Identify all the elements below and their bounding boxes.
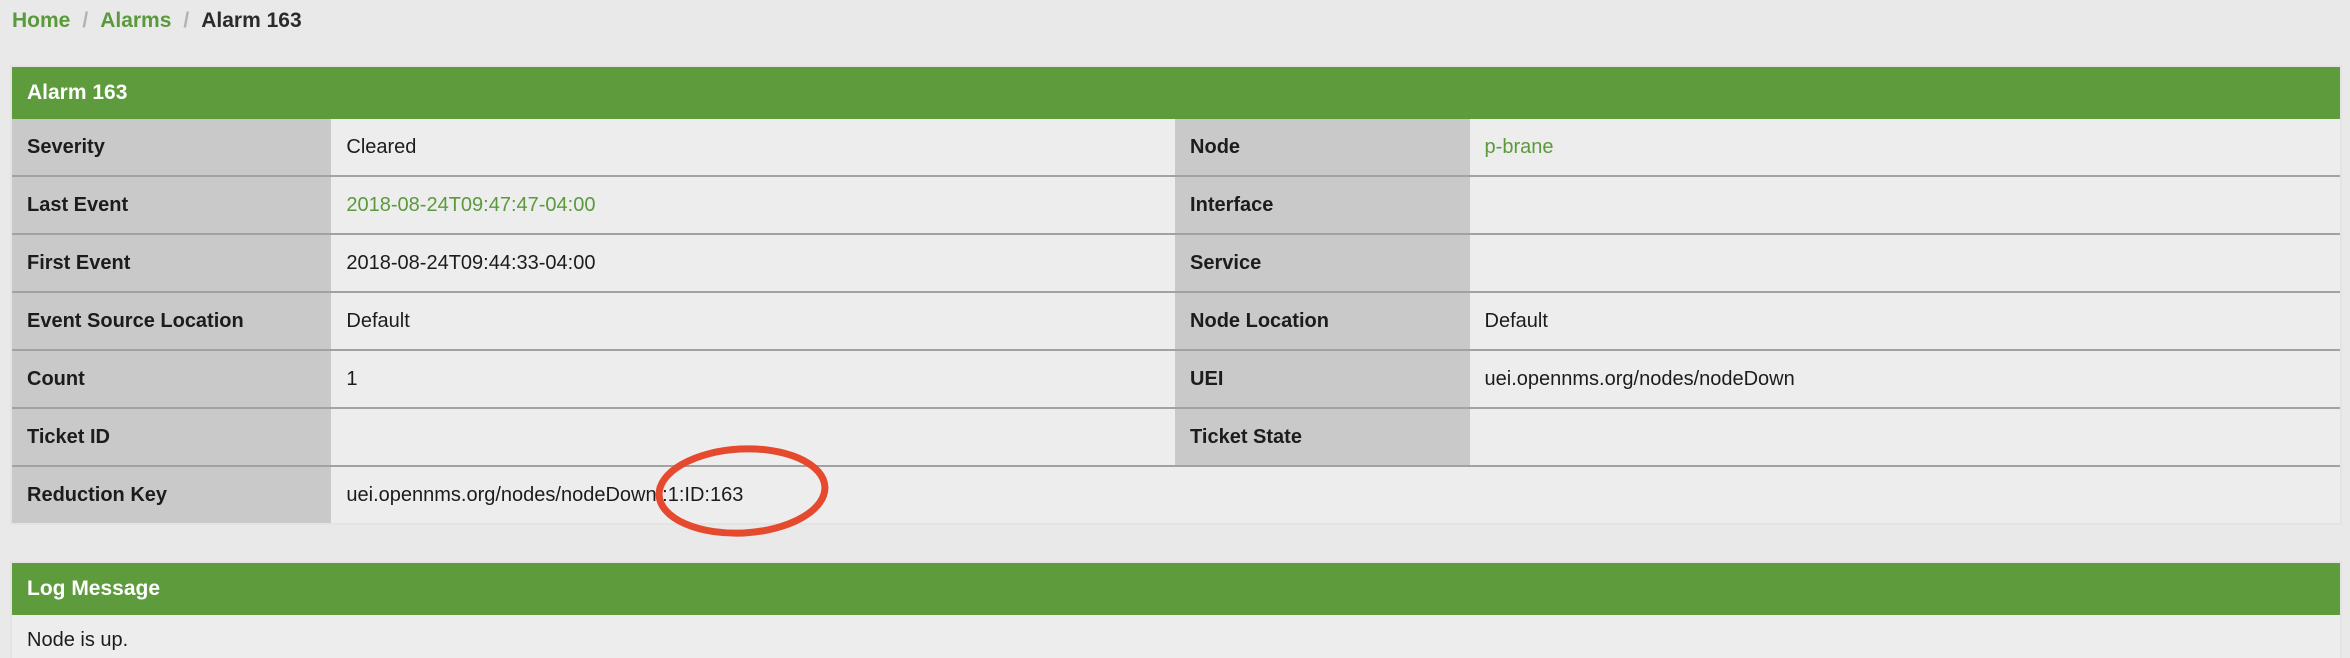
last-event-link[interactable]: 2018-08-24T09:47:47-04:00	[346, 193, 596, 216]
breadcrumb-separator: /	[183, 9, 190, 32]
table-row-ticketid-ticketstate: Ticket ID Ticket State	[12, 408, 2340, 467]
node-value-cell: p-brane	[1469, 119, 2340, 177]
ticket-state-label: Ticket State	[1175, 408, 1470, 467]
alarm-detail-table: Severity Cleared Node p-brane Last Event…	[12, 119, 2340, 537]
table-row-severity-node: Severity Cleared Node p-brane	[12, 119, 2340, 177]
table-row-lastevent-interface: Last Event 2018-08-24T09:47:47-04:00 Int…	[12, 176, 2340, 235]
table-row-eventsource-nodelocation: Event Source Location Default Node Locat…	[12, 292, 2340, 351]
count-label: Count	[12, 350, 332, 409]
ticket-state-value	[1469, 408, 2340, 467]
log-message-panel: Log Message Node is up.	[10, 561, 2342, 658]
reduction-key-label: Reduction Key	[12, 466, 332, 523]
log-message-panel-title: Log Message	[12, 563, 2340, 615]
last-event-value-cell: 2018-08-24T09:47:47-04:00	[331, 176, 1176, 235]
alarm-detail-panel: Alarm 163 Severity Cleared Node p-brane …	[10, 65, 2342, 537]
breadcrumb: Home / Alarms / Alarm 163	[10, 0, 2342, 65]
service-label: Service	[1175, 234, 1470, 293]
event-source-location-value: Default	[331, 292, 1176, 351]
uei-value: uei.opennms.org/nodes/nodeDown	[1469, 350, 2340, 409]
table-row-count-uei: Count 1 UEI uei.opennms.org/nodes/nodeDo…	[12, 350, 2340, 409]
severity-label: Severity	[12, 119, 332, 177]
first-event-label: First Event	[12, 234, 332, 293]
breadcrumb-link-alarms[interactable]: Alarms	[100, 9, 172, 32]
table-row-firstevent-service: First Event 2018-08-24T09:44:33-04:00 Se…	[12, 234, 2340, 293]
interface-value	[1469, 176, 2340, 235]
severity-value: Cleared	[331, 119, 1176, 177]
event-source-location-label: Event Source Location	[12, 292, 332, 351]
log-message-text: Node is up.	[27, 629, 129, 651]
first-event-value: 2018-08-24T09:44:33-04:00	[331, 234, 1176, 293]
breadcrumb-current-page: Alarm 163	[201, 9, 302, 32]
reduction-key-value-cell: uei.opennms.org/nodes/nodeDown::1:ID:163	[331, 445, 2340, 537]
node-location-label: Node Location	[1175, 292, 1470, 351]
node-label: Node	[1175, 119, 1470, 177]
node-location-value: Default	[1469, 292, 2340, 351]
node-link[interactable]: p-brane	[1484, 135, 1554, 158]
uei-label: UEI	[1175, 350, 1470, 409]
ticket-id-label: Ticket ID	[12, 408, 332, 467]
breadcrumb-link-home[interactable]: Home	[12, 9, 71, 32]
table-row-reduction-key: Reduction Key uei.opennms.org/nodes/node…	[12, 445, 2340, 537]
interface-label: Interface	[1175, 176, 1470, 235]
alarm-panel-title: Alarm 163	[12, 67, 2340, 119]
breadcrumb-separator: /	[82, 9, 89, 32]
service-value	[1469, 234, 2340, 293]
reduction-key-value: uei.opennms.org/nodes/nodeDown::1:ID:163	[346, 483, 744, 506]
count-value: 1	[331, 350, 1176, 409]
ticket-id-value	[331, 408, 1176, 467]
last-event-label: Last Event	[12, 176, 332, 235]
